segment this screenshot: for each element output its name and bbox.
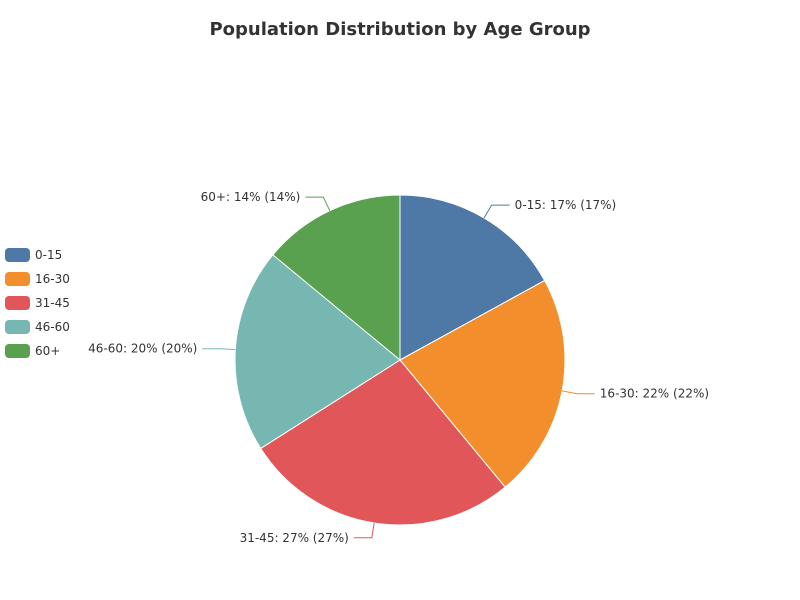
slice-label-46-60: 46-60: 20% (20%): [88, 342, 197, 356]
legend-item-60-plus[interactable]: 60+: [5, 339, 70, 363]
legend-item-31-45[interactable]: 31-45: [5, 291, 70, 315]
label-leader-line-16-30: [561, 390, 595, 395]
label-leader-line-31-45: [353, 522, 375, 539]
label-leader-line-46-60: [202, 348, 236, 351]
legend-label-0-15: 0-15: [35, 248, 63, 262]
legend-swatch-60-plus: [5, 344, 30, 358]
legend-label-46-60: 46-60: [35, 320, 70, 334]
slice-label-31-45: 31-45: 27% (27%): [240, 531, 349, 545]
legend-label-60-plus: 60+: [35, 344, 61, 358]
pie-slice-46-60[interactable]: [234, 254, 401, 450]
label-leader-line-60-plus: [305, 196, 331, 211]
slice-label-60-plus: 60+: 14% (14%): [201, 190, 301, 204]
pie-slice-0-15[interactable]: [399, 194, 546, 361]
legend-label-31-45: 31-45: [35, 296, 70, 310]
legend-swatch-46-60: [5, 320, 30, 334]
legend-swatch-16-30: [5, 272, 30, 286]
legend-item-0-15[interactable]: 0-15: [5, 243, 70, 267]
legend-swatch-31-45: [5, 296, 30, 310]
pie-slice-16-30[interactable]: [399, 279, 566, 488]
chart-legend: 0-15 16-30 31-45 46-60 60+: [5, 243, 70, 363]
pie-slice-60-plus[interactable]: [272, 194, 401, 362]
label-leader-line-0-15: [483, 204, 510, 219]
pie-slice-31-45[interactable]: [259, 359, 506, 526]
legend-swatch-0-15: [5, 248, 30, 262]
legend-label-16-30: 16-30: [35, 272, 70, 286]
chart-title: Population Distribution by Age Group: [209, 19, 591, 40]
slice-label-0-15: 0-15: 17% (17%): [515, 198, 617, 212]
slice-label-16-30: 16-30: 22% (22%): [600, 387, 709, 401]
legend-item-46-60[interactable]: 46-60: [5, 315, 70, 339]
legend-item-16-30[interactable]: 16-30: [5, 267, 70, 291]
